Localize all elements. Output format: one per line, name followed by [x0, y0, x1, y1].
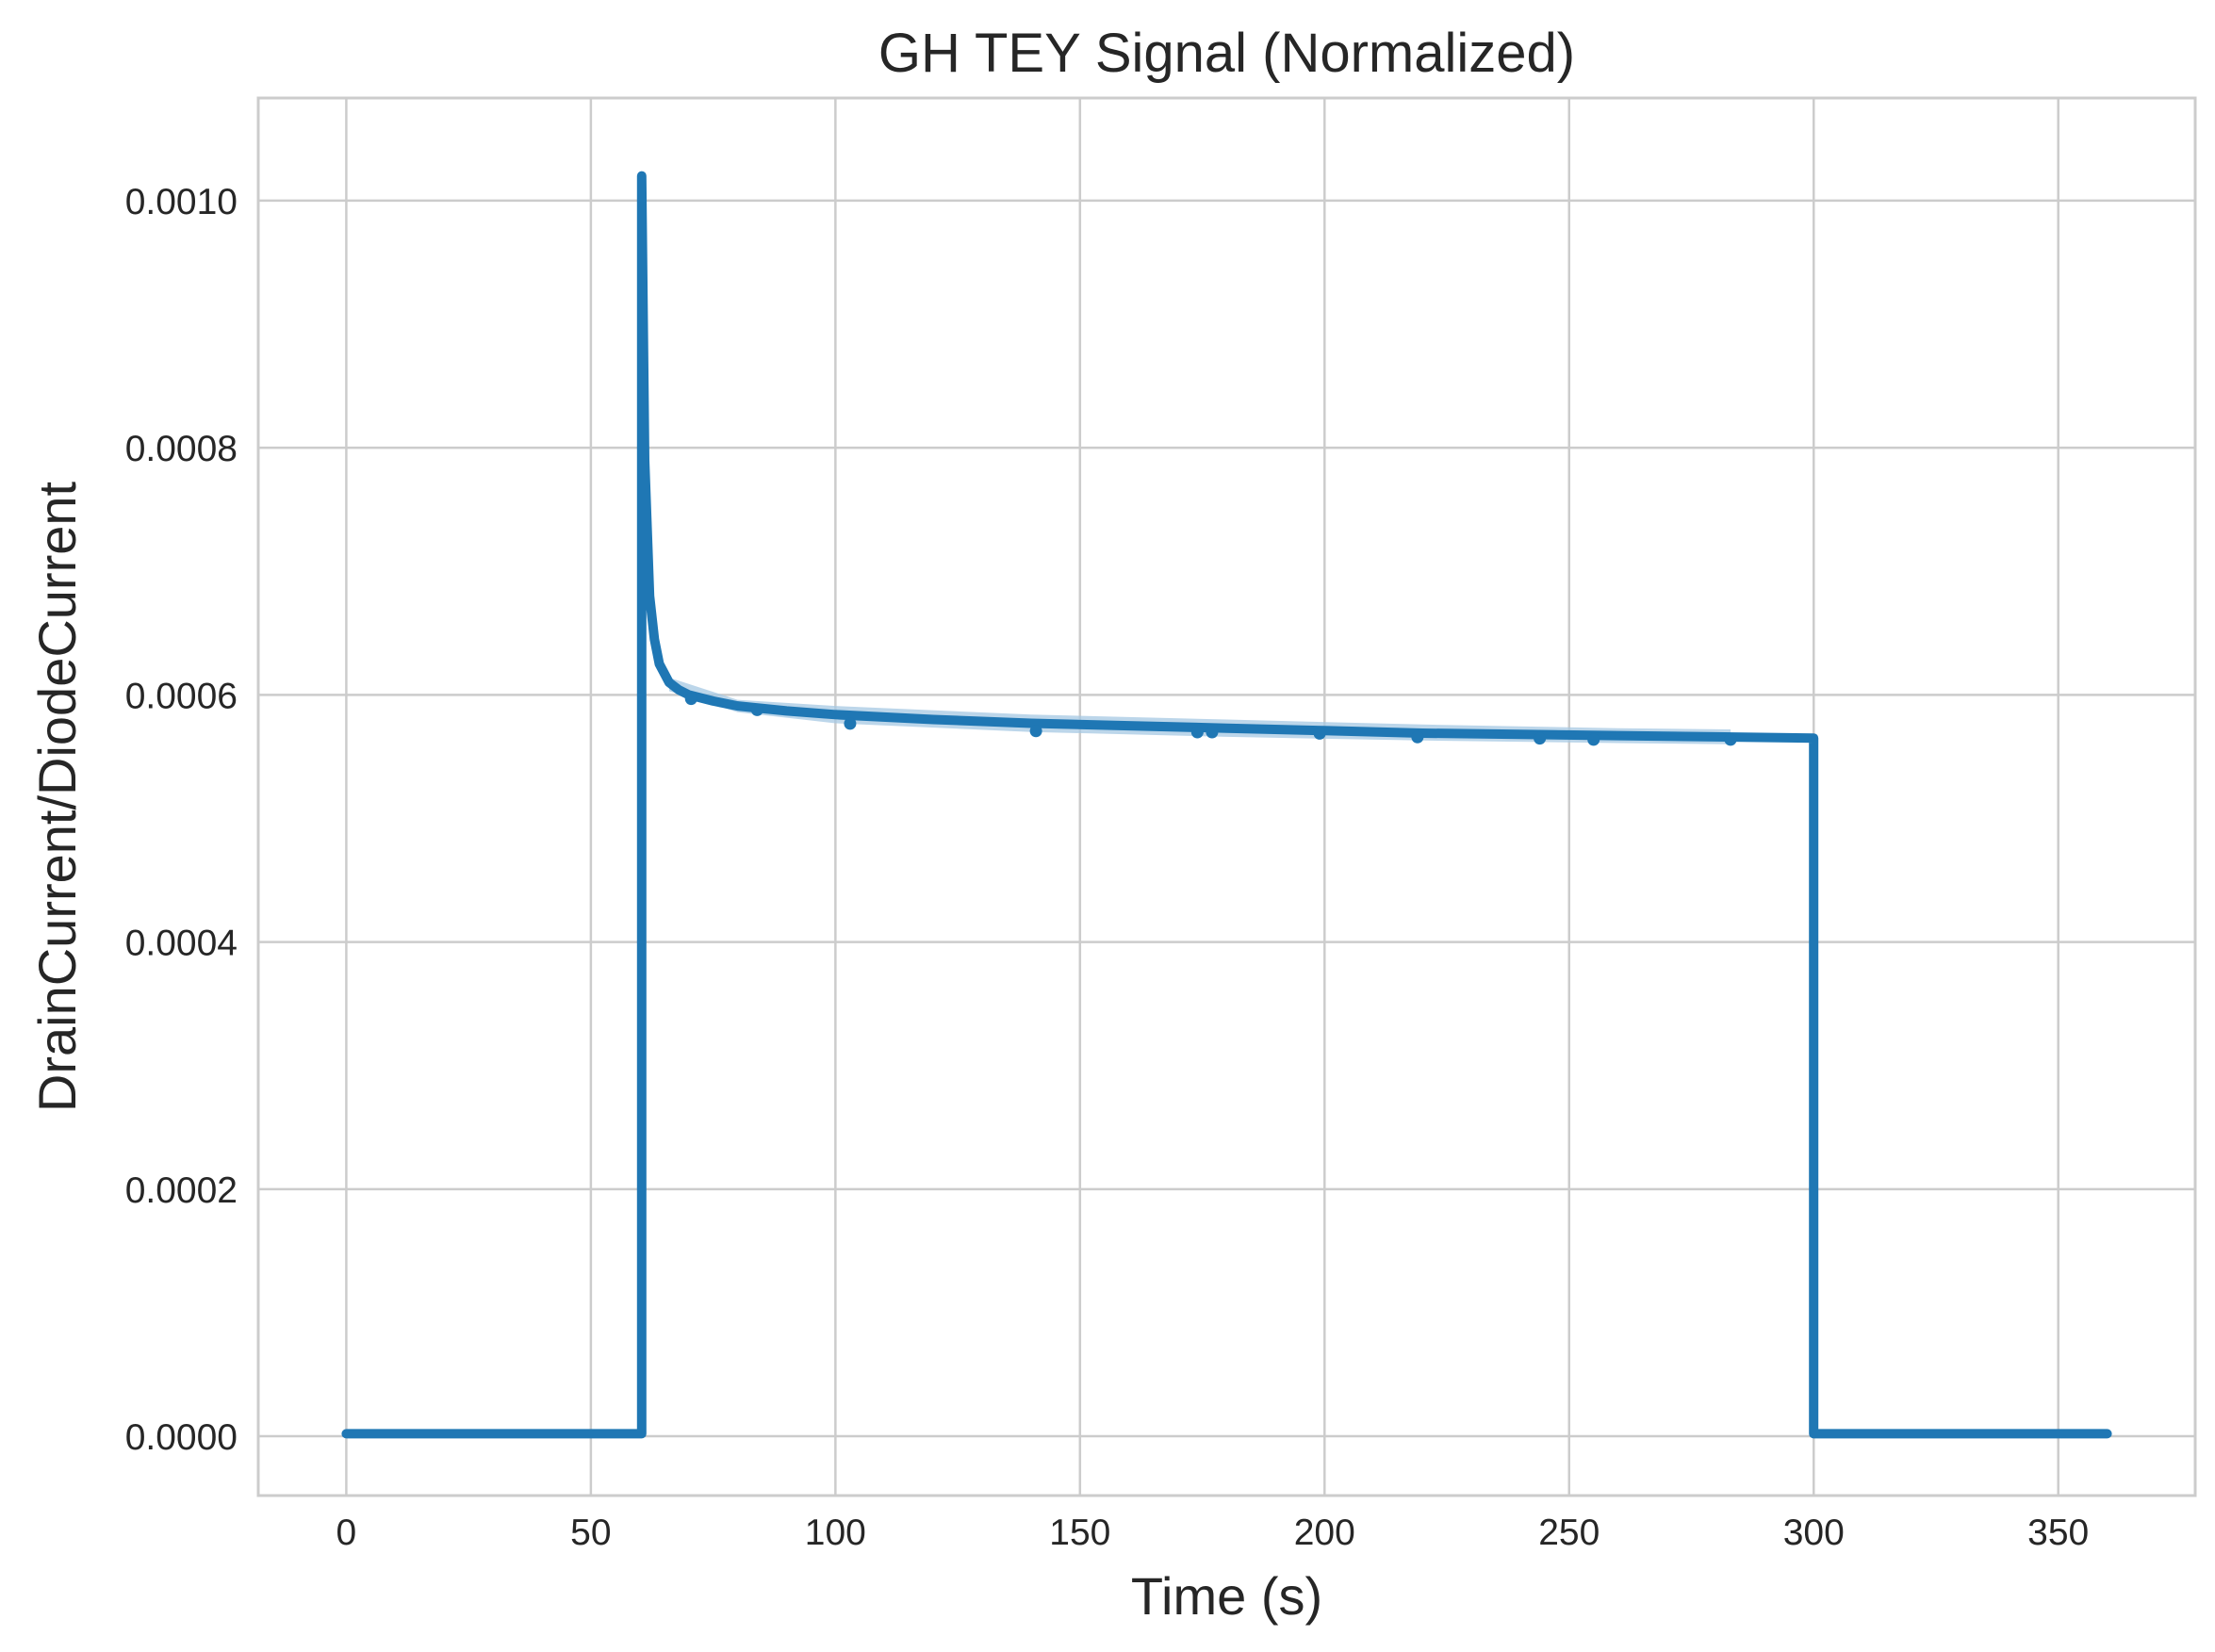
x-tick-labels: 0 50 100 150 200 250 300 350: [336, 1513, 2090, 1553]
y-tick-label: 0.0010: [125, 182, 238, 222]
data-point: [1724, 733, 1737, 746]
x-tick-label: 350: [2027, 1513, 2089, 1553]
data-point: [1411, 730, 1424, 744]
series-group: [341, 171, 2112, 1439]
y-axis-title: DrainCurrent/DiodeCurrent: [27, 481, 87, 1112]
data-point: [1534, 732, 1547, 745]
y-tick-label: 0.0006: [125, 676, 238, 716]
y-tick-label: 0.0004: [125, 924, 238, 964]
series-line: [341, 171, 2112, 1439]
data-point: [1190, 726, 1204, 739]
x-tick-label: 100: [805, 1513, 866, 1553]
grid: [258, 98, 2195, 1496]
x-tick-label: 200: [1294, 1513, 1355, 1553]
marker-group: [684, 693, 1737, 746]
x-tick-label: 250: [1538, 1513, 1600, 1553]
data-point: [844, 717, 857, 730]
confidence-band-group: [668, 678, 1731, 744]
data-point: [1587, 733, 1600, 746]
data-point: [1206, 726, 1219, 739]
y-tick-label: 0.0008: [125, 429, 238, 469]
data-point: [684, 693, 697, 706]
y-tick-label: 0.0000: [125, 1417, 238, 1458]
x-axis-title: Time (s): [1131, 1566, 1322, 1626]
data-point: [1313, 727, 1326, 740]
y-tick-labels: 0.0000 0.0002 0.0004 0.0006 0.0008 0.0010: [125, 182, 238, 1458]
plot-frame: [256, 96, 2197, 1497]
chart-title: GH TEY Signal (Normalized): [878, 23, 1575, 84]
x-tick-label: 300: [1783, 1513, 1845, 1553]
x-tick-label: 50: [570, 1513, 611, 1553]
x-tick-label: 150: [1049, 1513, 1110, 1553]
y-tick-label: 0.0002: [125, 1170, 238, 1211]
data-point: [750, 703, 763, 716]
x-tick-label: 0: [336, 1513, 357, 1553]
data-point: [1029, 725, 1042, 738]
confidence-band: [668, 678, 1731, 744]
